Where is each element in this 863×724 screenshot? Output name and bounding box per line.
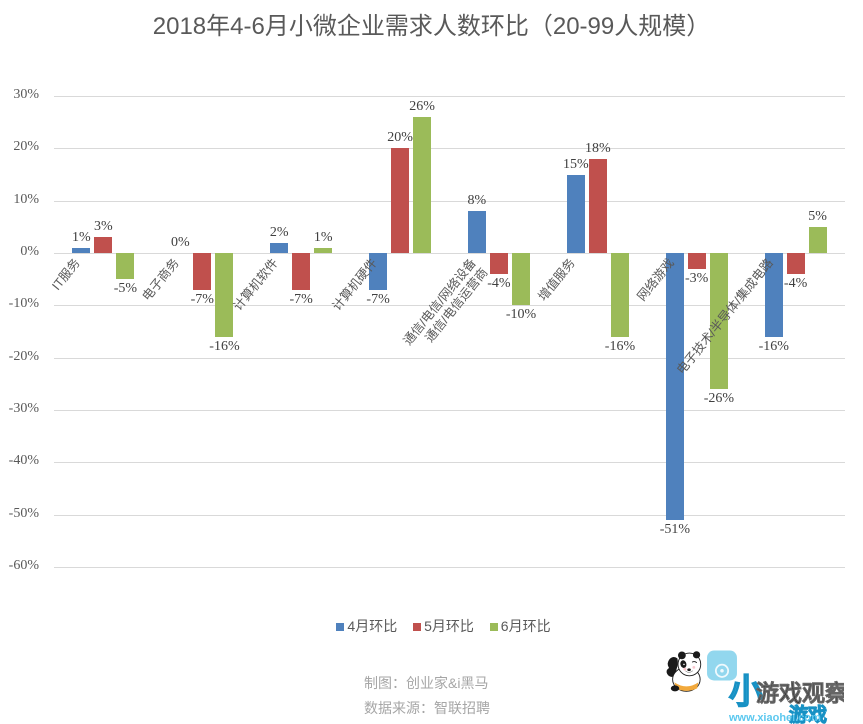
svg-text:www.xiaohei.com: www.xiaohei.com xyxy=(728,712,821,724)
svg-text:游戏观察: 游戏观察 xyxy=(756,680,844,706)
